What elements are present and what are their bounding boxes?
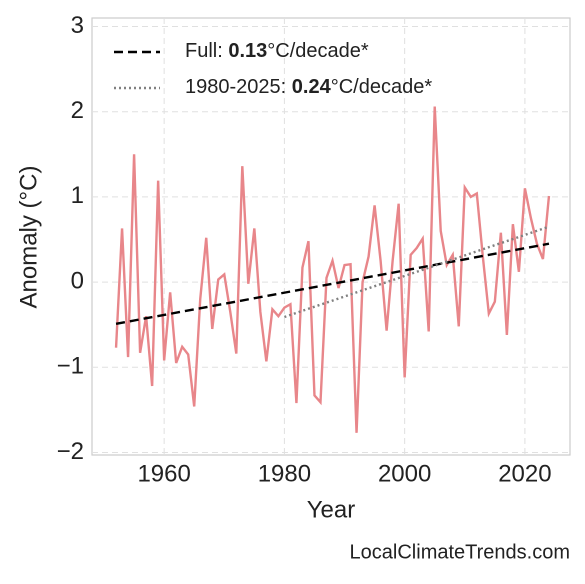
- trend-line: [115, 242, 550, 325]
- source: LocalClimateTrends.com: [350, 541, 570, 563]
- y-tick-label: 1: [71, 182, 84, 209]
- y-tick-label: −1: [57, 353, 84, 380]
- x-tick-label: 1960: [137, 460, 190, 487]
- legend-text: 0.24: [292, 76, 332, 98]
- y-tick-label: −2: [57, 438, 84, 465]
- y-tick-label: 3: [71, 12, 84, 39]
- x-axis-label: Year: [307, 496, 356, 523]
- trend-line: [284, 225, 550, 319]
- legend-text: °C/decade*: [331, 76, 433, 98]
- legend-text: 1980-2025:: [185, 76, 292, 98]
- legend-text: Full:: [185, 40, 228, 62]
- legend-label: 1980-2025: 0.24°C/decade*: [185, 76, 432, 98]
- anomaly-line: [114, 106, 551, 433]
- plot-frame: [91, 17, 571, 456]
- legend-text: 0.13: [228, 40, 267, 62]
- x-tick-label: 2000: [378, 460, 431, 487]
- y-tick-label: 0: [71, 267, 84, 294]
- x-tick-label: 1980: [258, 460, 311, 487]
- legend-label: Full: 0.13°C/decade*: [185, 40, 369, 62]
- legend-text: °C/decade*: [267, 40, 369, 62]
- y-axis-label: Anomaly (°C): [15, 166, 42, 309]
- y-tick-label: 2: [71, 97, 84, 124]
- x-tick-label: 2020: [498, 460, 551, 487]
